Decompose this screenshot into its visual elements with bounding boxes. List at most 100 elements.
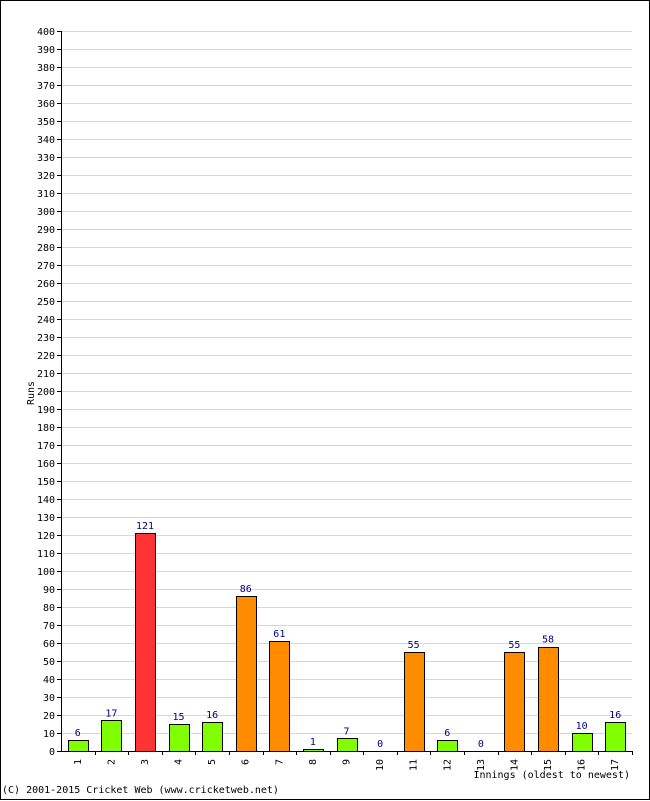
y-tick-label: 340 bbox=[37, 135, 55, 146]
y-tick-label: 400 bbox=[37, 27, 55, 38]
bar bbox=[605, 722, 626, 752]
value-label: 61 bbox=[273, 629, 285, 640]
bar bbox=[572, 733, 593, 752]
value-label: 6 bbox=[444, 728, 450, 739]
y-tick-label: 150 bbox=[37, 477, 55, 488]
bar bbox=[169, 724, 190, 752]
y-tick-label: 10 bbox=[43, 729, 55, 740]
x-axis-label: Innings (oldest to newest) bbox=[473, 770, 630, 781]
x-tick-label: 1 bbox=[73, 759, 84, 765]
y-tick-label: 110 bbox=[37, 549, 55, 560]
bar bbox=[68, 740, 89, 752]
y-tick-label: 90 bbox=[43, 585, 55, 596]
value-label: 121 bbox=[136, 521, 154, 532]
x-tick-label: 3 bbox=[140, 759, 151, 765]
y-tick-label: 200 bbox=[37, 387, 55, 398]
y-tick-label: 260 bbox=[37, 279, 55, 290]
value-label: 7 bbox=[343, 726, 349, 737]
bar bbox=[202, 722, 223, 752]
y-tick-label: 180 bbox=[37, 423, 55, 434]
y-tick-label: 230 bbox=[37, 333, 55, 344]
y-tick-label: 250 bbox=[37, 297, 55, 308]
y-tick-label: 370 bbox=[37, 81, 55, 92]
y-tick-label: 290 bbox=[37, 225, 55, 236]
y-tick-label: 390 bbox=[37, 45, 55, 56]
x-tick-label: 13 bbox=[476, 759, 487, 771]
x-axis-ticks: 1 2 3 4 5 6 7 8 9 10 11 12 13 14 15 16 17 bbox=[73, 751, 633, 771]
y-tick-label: 100 bbox=[37, 567, 55, 578]
bar bbox=[538, 647, 559, 752]
value-label: 55 bbox=[408, 640, 420, 651]
y-tick-label: 220 bbox=[37, 351, 55, 362]
bar bbox=[504, 652, 525, 752]
value-label: 86 bbox=[240, 584, 252, 595]
x-tick-label: 12 bbox=[442, 759, 453, 771]
bar bbox=[269, 641, 290, 752]
x-tick-label: 16 bbox=[577, 759, 588, 771]
value-label: 0 bbox=[478, 739, 484, 750]
x-tick-label: 6 bbox=[241, 759, 252, 765]
bars bbox=[68, 533, 626, 752]
y-tick-label: 80 bbox=[43, 603, 55, 614]
x-tick-label: 5 bbox=[207, 759, 218, 765]
value-label: 6 bbox=[75, 728, 81, 739]
value-label: 17 bbox=[105, 708, 117, 719]
bar bbox=[101, 720, 122, 752]
y-tick-label: 190 bbox=[37, 405, 55, 416]
y-axis-ticks: 0 10 20 30 40 50 60 70 80 90 100 110 120 130 140 150 160… bbox=[37, 27, 61, 758]
bar bbox=[236, 596, 257, 752]
y-tick-label: 380 bbox=[37, 63, 55, 74]
y-tick-label: 120 bbox=[37, 531, 55, 542]
value-label: 15 bbox=[173, 712, 185, 723]
bar bbox=[404, 652, 425, 752]
y-tick-label: 280 bbox=[37, 243, 55, 254]
y-tick-label: 40 bbox=[43, 675, 55, 686]
value-label: 58 bbox=[542, 635, 554, 646]
x-tick-label: 17 bbox=[610, 759, 621, 771]
y-tick-label: 160 bbox=[37, 459, 55, 470]
value-label: 0 bbox=[377, 739, 383, 750]
x-tick-label: 14 bbox=[509, 759, 520, 771]
y-tick-label: 50 bbox=[43, 657, 55, 668]
y-tick-label: 360 bbox=[37, 99, 55, 110]
axes bbox=[61, 31, 632, 752]
value-label: 55 bbox=[508, 640, 520, 651]
y-tick-label: 240 bbox=[37, 315, 55, 326]
y-tick-label: 60 bbox=[43, 639, 55, 650]
y-tick-label: 70 bbox=[43, 621, 55, 632]
y-tick-label: 0 bbox=[49, 747, 55, 758]
y-tick-label: 140 bbox=[37, 495, 55, 506]
y-tick-label: 330 bbox=[37, 153, 55, 164]
y-tick-label: 320 bbox=[37, 171, 55, 182]
x-tick-label: 9 bbox=[342, 759, 353, 765]
bar bbox=[135, 533, 156, 752]
value-label: 1 bbox=[310, 737, 316, 748]
y-tick-label: 170 bbox=[37, 441, 55, 452]
y-tick-label: 210 bbox=[37, 369, 55, 380]
y-tick-label: 20 bbox=[43, 711, 55, 722]
x-tick-label: 8 bbox=[308, 759, 319, 765]
y-tick-label: 310 bbox=[37, 189, 55, 200]
value-label: 16 bbox=[206, 710, 218, 721]
x-tick-label: 10 bbox=[375, 759, 386, 771]
bar bbox=[437, 740, 458, 752]
x-tick-label: 2 bbox=[106, 759, 117, 765]
y-axis-label: Runs bbox=[26, 381, 37, 405]
value-label: 16 bbox=[609, 710, 621, 721]
y-tick-label: 30 bbox=[43, 693, 55, 704]
y-tick-label: 300 bbox=[37, 207, 55, 218]
value-label: 10 bbox=[576, 721, 588, 732]
copyright-footer: (C) 2001-2015 Cricket Web (www.cricketwe… bbox=[2, 785, 279, 796]
x-tick-label: 15 bbox=[543, 759, 554, 771]
x-tick-label: 11 bbox=[409, 759, 420, 771]
x-tick-label: 4 bbox=[174, 759, 185, 765]
y-tick-label: 130 bbox=[37, 513, 55, 524]
bar bbox=[337, 738, 358, 752]
x-tick-label: 7 bbox=[274, 759, 285, 765]
y-tick-label: 350 bbox=[37, 117, 55, 128]
gridlines bbox=[61, 31, 632, 734]
y-tick-label: 270 bbox=[37, 261, 55, 272]
